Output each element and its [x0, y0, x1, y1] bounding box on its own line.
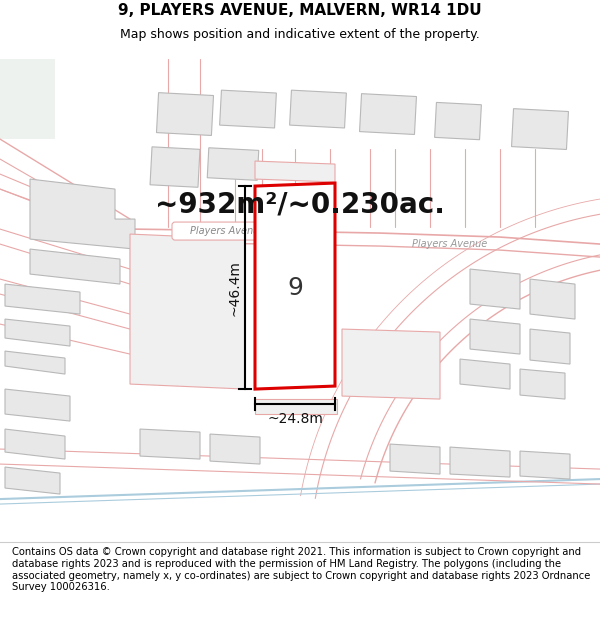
Polygon shape: [5, 429, 65, 459]
Polygon shape: [255, 399, 337, 414]
Polygon shape: [520, 451, 570, 479]
Text: 9: 9: [287, 276, 303, 299]
Polygon shape: [390, 444, 440, 474]
Polygon shape: [470, 319, 520, 354]
Polygon shape: [5, 351, 65, 374]
Polygon shape: [5, 467, 60, 494]
Polygon shape: [157, 92, 214, 136]
Polygon shape: [512, 109, 568, 149]
Polygon shape: [150, 147, 200, 188]
Polygon shape: [255, 183, 335, 389]
Text: Players Avenue: Players Avenue: [190, 226, 266, 236]
Text: ~932m²/~0.230ac.: ~932m²/~0.230ac.: [155, 190, 445, 218]
Text: Contains OS data © Crown copyright and database right 2021. This information is : Contains OS data © Crown copyright and d…: [12, 548, 590, 592]
Polygon shape: [5, 284, 80, 314]
Polygon shape: [130, 234, 245, 389]
Polygon shape: [450, 447, 510, 477]
FancyBboxPatch shape: [172, 222, 283, 240]
Polygon shape: [30, 179, 135, 249]
Polygon shape: [0, 59, 55, 139]
Polygon shape: [5, 389, 70, 421]
Polygon shape: [342, 329, 440, 399]
Polygon shape: [207, 148, 259, 181]
Polygon shape: [210, 434, 260, 464]
Polygon shape: [520, 369, 565, 399]
Polygon shape: [220, 90, 277, 128]
Text: Players Avenue: Players Avenue: [412, 239, 488, 249]
Text: ~46.4m: ~46.4m: [227, 259, 241, 316]
Text: ~24.8m: ~24.8m: [267, 412, 323, 426]
Text: 9, PLAYERS AVENUE, MALVERN, WR14 1DU: 9, PLAYERS AVENUE, MALVERN, WR14 1DU: [118, 3, 482, 18]
Polygon shape: [359, 94, 416, 134]
Polygon shape: [470, 269, 520, 309]
Polygon shape: [530, 329, 570, 364]
Polygon shape: [5, 319, 70, 346]
Polygon shape: [30, 249, 120, 284]
Polygon shape: [140, 429, 200, 459]
Polygon shape: [290, 90, 346, 128]
Polygon shape: [434, 102, 481, 140]
Polygon shape: [255, 161, 335, 182]
Polygon shape: [460, 359, 510, 389]
Polygon shape: [530, 279, 575, 319]
Text: Map shows position and indicative extent of the property.: Map shows position and indicative extent…: [120, 28, 480, 41]
